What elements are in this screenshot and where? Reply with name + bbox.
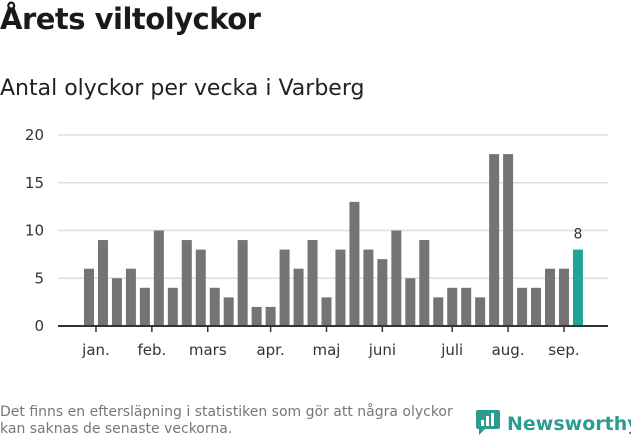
bar <box>279 249 290 326</box>
bar <box>153 230 164 326</box>
y-tick-label: 15 <box>25 174 44 192</box>
bar <box>84 268 94 326</box>
x-tick-label: mars <box>189 341 227 359</box>
bar <box>475 297 486 326</box>
x-tick-label: maj <box>312 341 340 359</box>
bar <box>265 306 276 326</box>
bar <box>447 287 458 326</box>
bar <box>461 287 472 326</box>
bar <box>251 306 262 326</box>
bar <box>167 287 178 326</box>
bar <box>307 240 318 326</box>
bar <box>223 297 234 326</box>
x-tick-label: sep. <box>548 341 579 359</box>
x-tick-label: feb. <box>137 341 166 359</box>
bar <box>209 287 220 326</box>
bar <box>391 230 402 326</box>
bar <box>335 249 346 326</box>
x-tick-label: apr. <box>256 341 284 359</box>
bar <box>111 278 122 326</box>
bar <box>419 240 430 326</box>
bar <box>349 201 360 326</box>
y-tick-label: 5 <box>34 269 44 287</box>
x-tick-label: aug. <box>492 341 525 359</box>
bar <box>97 240 108 326</box>
data-labels: 8 <box>573 227 582 243</box>
bar <box>433 297 444 326</box>
bar <box>293 268 304 326</box>
bar <box>237 240 248 326</box>
bar <box>195 249 206 326</box>
bar-chart: 0 5 10 15 20 jan. feb. mars apr. maj juni juli aug.… <box>25 126 608 359</box>
x-axis-ticks: jan. feb. mars apr. maj juni juli aug. sep. <box>81 326 580 359</box>
chart-title: Årets viltolyckor <box>0 2 261 36</box>
bar <box>517 287 528 326</box>
bar <box>363 249 374 326</box>
bar <box>405 278 416 326</box>
brand-name: Newsworthy <box>507 413 631 435</box>
x-tick-label: jan. <box>81 341 110 359</box>
footnote: Det finns en eftersläpning i statistiken… <box>0 404 453 437</box>
bar <box>558 268 569 326</box>
bar <box>503 154 514 326</box>
bar <box>181 240 192 326</box>
x-tick-label: juni <box>368 341 396 359</box>
y-axis-ticks: 0 5 10 15 20 <box>25 126 44 335</box>
bar <box>572 249 583 326</box>
y-tick-label: 0 <box>34 317 44 335</box>
bar <box>321 297 332 326</box>
bar <box>545 268 556 326</box>
chart-subtitle: Antal olyckor per vecka i Varberg <box>0 76 365 101</box>
x-tick-label: juli <box>440 341 463 359</box>
bar <box>531 287 542 326</box>
last-value-label: 8 <box>573 227 582 243</box>
brand-logo: Newsworthy <box>475 408 631 440</box>
bar <box>377 259 388 326</box>
bar <box>139 287 150 326</box>
newsworthy-icon <box>475 408 501 440</box>
y-tick-label: 10 <box>25 222 44 240</box>
bar <box>125 268 136 326</box>
bar <box>489 154 500 326</box>
grid-lines <box>58 134 608 279</box>
bars <box>58 154 608 327</box>
y-tick-label: 20 <box>25 126 44 144</box>
